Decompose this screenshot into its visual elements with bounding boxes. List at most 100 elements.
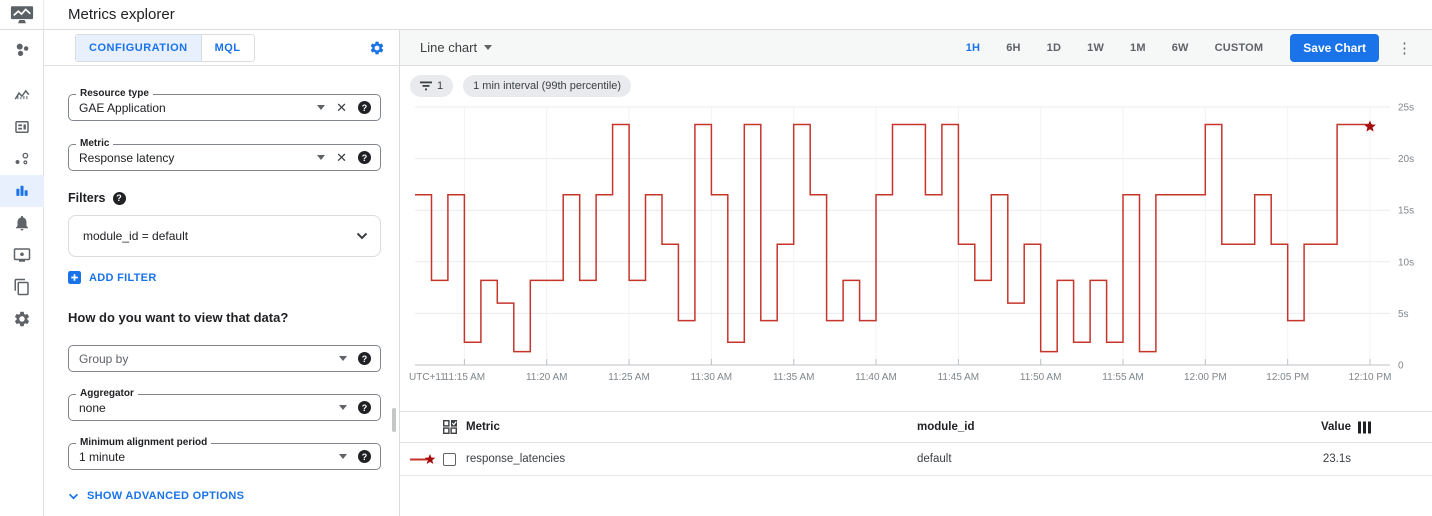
legend-table: Metric module_id Value xyxy=(400,411,1432,476)
min-alignment-period-field[interactable]: Minimum alignment period 1 minute ? xyxy=(68,437,381,470)
range-button-custom[interactable]: CUSTOM xyxy=(1214,41,1264,54)
nav-uptime-checks-icon[interactable] xyxy=(0,239,44,271)
svg-text:12:00 PM: 12:00 PM xyxy=(1184,372,1227,383)
chevron-down-icon xyxy=(356,232,368,240)
svg-text:11:50 AM: 11:50 AM xyxy=(1020,372,1062,383)
chart-type-label: Line chart xyxy=(420,40,478,55)
show-advanced-options-toggle[interactable]: SHOW ADVANCED OPTIONS xyxy=(68,490,399,502)
nav-overview-icon[interactable] xyxy=(0,34,44,66)
min-alignment-period-value: 1 minute xyxy=(79,449,126,464)
help-icon[interactable]: ? xyxy=(358,151,371,164)
svg-text:25s: 25s xyxy=(1398,103,1414,114)
filter-count: 1 xyxy=(437,80,444,92)
chart-chips-row: 1 1 min interval (99th percentile) xyxy=(400,66,1432,100)
svg-text:0: 0 xyxy=(1398,361,1404,372)
row-checkbox[interactable] xyxy=(443,452,456,466)
dropdown-arrow-icon[interactable] xyxy=(317,105,326,110)
tab-configuration[interactable]: CONFIGURATION xyxy=(76,34,201,61)
aggregator-field[interactable]: Aggregator none ? xyxy=(68,388,381,421)
cell-value: 23.1s xyxy=(1322,453,1351,465)
svg-text:11:55 AM: 11:55 AM xyxy=(1102,372,1144,383)
filter-item[interactable]: module_id = default xyxy=(68,215,381,257)
min-alignment-period-label: Minimum alignment period xyxy=(76,437,212,448)
config-scrollbar-thumb[interactable] xyxy=(392,408,396,432)
dropdown-arrow-icon[interactable] xyxy=(317,155,326,160)
filters-title: Filters xyxy=(68,191,106,205)
nav-groups-icon[interactable] xyxy=(0,271,44,303)
left-nav-rail xyxy=(0,30,44,516)
clear-icon[interactable]: ✕ xyxy=(336,150,347,165)
column-header-metric[interactable]: Metric xyxy=(466,421,500,433)
metric-grid-icon xyxy=(443,420,466,434)
svg-text:12:05 PM: 12:05 PM xyxy=(1266,372,1309,383)
save-chart-button[interactable]: Save Chart xyxy=(1290,33,1379,62)
nav-services-icon[interactable] xyxy=(0,143,44,175)
help-icon[interactable]: ? xyxy=(358,352,371,365)
interval-chip[interactable]: 1 min interval (99th percentile) xyxy=(463,75,632,97)
dropdown-arrow-icon[interactable] xyxy=(339,405,347,410)
svg-text:10s: 10s xyxy=(1398,257,1414,268)
range-button-1m[interactable]: 1M xyxy=(1130,41,1146,54)
range-button-1w[interactable]: 1W xyxy=(1087,41,1105,54)
filter-expression: module_id = default xyxy=(83,229,189,243)
range-button-1h[interactable]: 1H xyxy=(965,41,981,54)
more-options-kebab-icon[interactable]: ⋮ xyxy=(1397,39,1412,57)
config-settings-gear-icon[interactable] xyxy=(369,40,385,56)
cell-metric: response_latencies xyxy=(466,453,566,465)
aggregator-value: none xyxy=(79,400,106,415)
monitoring-logo-icon xyxy=(0,0,44,29)
nav-dashboard-cards-icon[interactable] xyxy=(0,111,44,143)
group-by-placeholder: Group by xyxy=(79,351,129,366)
latency-line-chart[interactable]: 25s 20s 15s 10s 5s 0 11:15 AM 11:20 AM 11:25 AM 1… xyxy=(400,100,1432,390)
range-button-6w[interactable]: 6W xyxy=(1171,41,1189,54)
group-by-field[interactable]: Group by ? xyxy=(68,345,381,372)
nav-alerting-icon[interactable] xyxy=(0,207,44,239)
config-tabset: CONFIGURATION MQL xyxy=(75,33,255,62)
dropdown-arrow-icon[interactable] xyxy=(339,356,347,361)
metric-value: Response latency xyxy=(79,150,175,165)
svg-text:11:20 AM: 11:20 AM xyxy=(526,372,568,383)
help-icon[interactable]: ? xyxy=(358,401,371,414)
column-header-module-id[interactable]: module_id xyxy=(917,421,975,433)
tab-mql[interactable]: MQL xyxy=(200,34,254,61)
dropdown-arrow-icon[interactable] xyxy=(339,454,347,459)
clear-icon[interactable]: ✕ xyxy=(336,100,347,115)
legend-table-header: Metric module_id Value xyxy=(400,411,1432,443)
help-icon[interactable]: ? xyxy=(358,101,371,114)
chevron-down-icon xyxy=(68,493,79,499)
svg-text:11:40 AM: 11:40 AM xyxy=(855,372,897,383)
nav-settings-icon[interactable] xyxy=(0,303,44,335)
config-tabs-row: CONFIGURATION MQL xyxy=(44,30,399,66)
aggregator-label: Aggregator xyxy=(76,388,138,399)
nav-dashboards-icon[interactable] xyxy=(0,79,44,111)
filters-help-icon[interactable]: ? xyxy=(112,191,126,205)
svg-text:20s: 20s xyxy=(1398,154,1414,165)
cell-module-id: default xyxy=(917,453,952,465)
nav-metrics-explorer-icon[interactable] xyxy=(0,175,44,207)
range-button-1d[interactable]: 1D xyxy=(1046,41,1062,54)
show-advanced-options-label: SHOW ADVANCED OPTIONS xyxy=(87,490,245,502)
svg-text:11:15 AM: 11:15 AM xyxy=(444,372,486,383)
svg-text:11:35 AM: 11:35 AM xyxy=(773,372,815,383)
svg-text:11:45 AM: 11:45 AM xyxy=(938,372,980,383)
add-icon xyxy=(68,271,81,284)
metric-field[interactable]: Metric Response latency ✕ ? xyxy=(68,138,381,171)
chart-type-dropdown[interactable]: Line chart xyxy=(420,40,493,55)
top-app-bar: Metrics explorer xyxy=(0,0,1432,30)
page-title: Metrics explorer xyxy=(68,6,175,23)
column-header-value[interactable]: Value xyxy=(1320,421,1351,433)
add-filter-button[interactable]: ADD FILTER xyxy=(68,271,399,284)
filter-count-chip[interactable]: 1 xyxy=(410,75,454,97)
configuration-panel: CONFIGURATION MQL Resource type GAE Appl… xyxy=(44,30,400,516)
svg-text:UTC+11: UTC+11 xyxy=(409,372,446,383)
resource-type-field[interactable]: Resource type GAE Application ✕ ? xyxy=(68,88,381,121)
help-icon[interactable]: ? xyxy=(358,450,371,463)
svg-text:5s: 5s xyxy=(1398,309,1409,320)
range-button-6h[interactable]: 6H xyxy=(1006,41,1021,54)
dropdown-arrow-icon xyxy=(484,45,493,50)
columns-icon[interactable] xyxy=(1358,421,1371,434)
legend-table-row: response_latencies default 23.1s xyxy=(400,443,1432,476)
resource-type-label: Resource type xyxy=(76,88,153,99)
view-data-question: How do you want to view that data? xyxy=(68,310,289,325)
svg-text:12:10 PM: 12:10 PM xyxy=(1349,372,1392,383)
